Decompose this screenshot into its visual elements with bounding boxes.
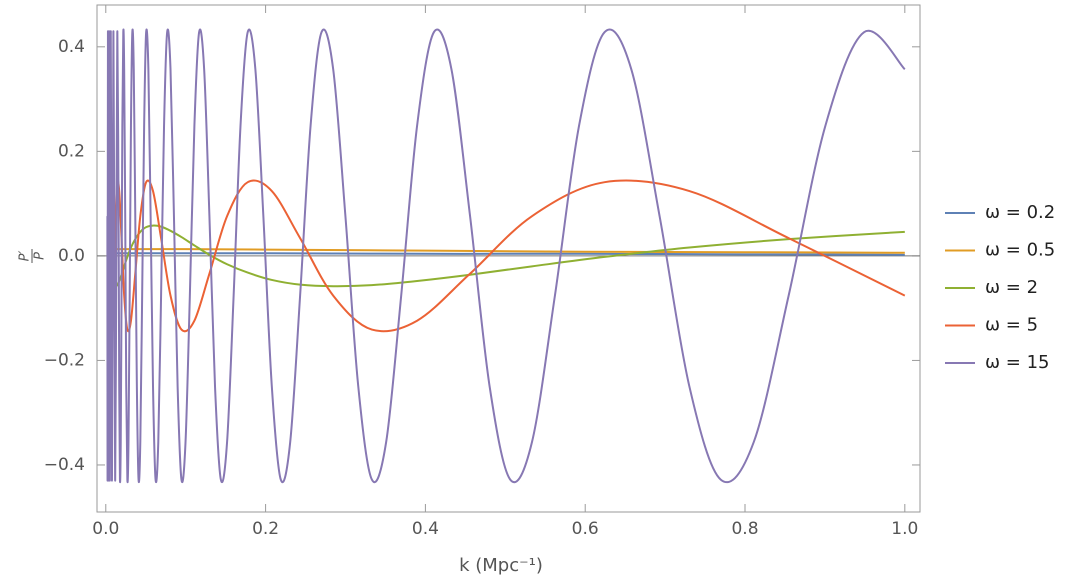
plot-frame xyxy=(96,4,921,513)
x-tick-label: 0.0 xyxy=(92,519,119,539)
y-tick-label: 0.0 xyxy=(58,246,85,266)
y-axis-label: P′ P xyxy=(18,249,48,263)
y-tick-label: −0.4 xyxy=(44,455,85,475)
x-tick-label: 0.8 xyxy=(731,519,758,539)
legend-label: ω = 0.5 xyxy=(985,240,1055,261)
legend-label: ω = 15 xyxy=(985,352,1050,373)
x-tick-label: 0.6 xyxy=(572,519,599,539)
legend-label: ω = 5 xyxy=(985,315,1038,336)
y-label-numerator: P′ xyxy=(18,251,33,262)
y-tick-label: 0.2 xyxy=(58,141,85,161)
y-tick-label: 0.4 xyxy=(58,37,85,57)
legend-label: ω = 2 xyxy=(985,277,1038,298)
series-line xyxy=(107,252,905,256)
x-tick-label: 0.4 xyxy=(412,519,439,539)
series-line xyxy=(107,248,905,254)
series-line xyxy=(106,28,906,484)
y-tick-label: −0.2 xyxy=(44,350,85,370)
x-tick-label: 1.0 xyxy=(891,519,918,539)
plot-area xyxy=(106,28,906,484)
legend-label: ω = 0.2 xyxy=(985,202,1055,223)
x-axis-label: k (Mpc⁻¹) xyxy=(459,555,543,576)
x-tick-label: 0.2 xyxy=(252,519,279,539)
y-label-denominator: P xyxy=(33,252,48,260)
